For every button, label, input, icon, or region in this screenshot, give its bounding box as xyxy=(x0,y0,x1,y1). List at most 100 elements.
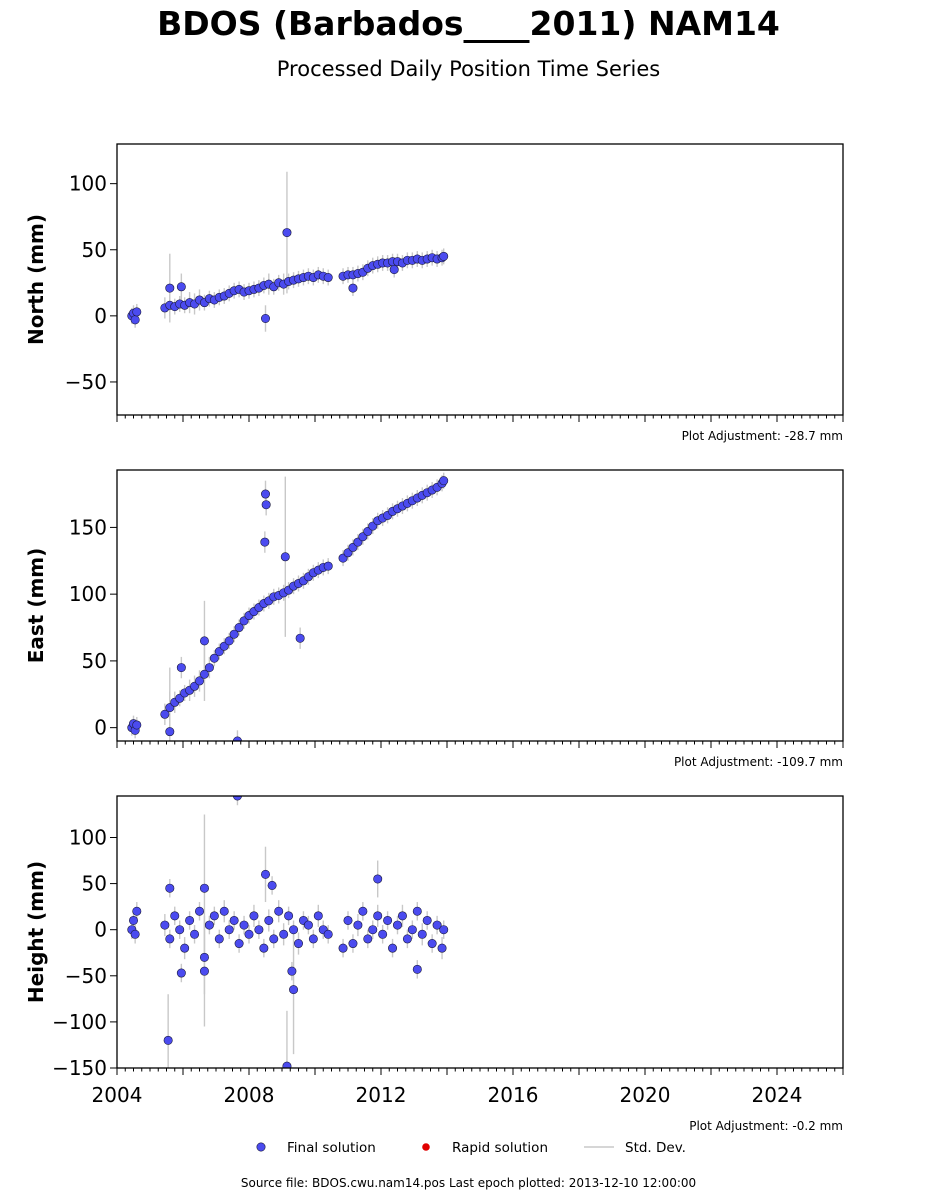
data-point xyxy=(195,676,205,686)
figure-subtitle: Processed Daily Position Time Series xyxy=(276,57,661,81)
data-point xyxy=(129,915,139,925)
data-point xyxy=(269,934,279,944)
data-point xyxy=(204,920,214,930)
data-point xyxy=(204,663,214,673)
data-point xyxy=(185,915,195,925)
data-point xyxy=(160,920,170,930)
data-point xyxy=(412,964,422,974)
data-point xyxy=(229,915,239,925)
data-point xyxy=(392,920,402,930)
data-point xyxy=(422,915,432,925)
data-point xyxy=(260,869,270,879)
data-point xyxy=(363,934,373,944)
data-point xyxy=(348,283,358,293)
plot-adjustment-label: Plot Adjustment: -109.7 mm xyxy=(674,755,843,769)
data-point xyxy=(389,265,399,275)
legend-final-label: Final solution xyxy=(287,1140,376,1156)
data-point xyxy=(249,911,259,921)
data-point xyxy=(199,669,209,679)
data-point xyxy=(407,925,417,935)
data-point xyxy=(432,920,442,930)
panel-1: 0 50 100 150 East (mm) Plot Adjustment: -109.… xyxy=(24,469,844,769)
legend-rapid-marker xyxy=(422,1143,430,1151)
y-tick-label: −150 xyxy=(52,1056,107,1080)
data-point xyxy=(209,653,219,663)
x-tick-label: 2008 xyxy=(224,1083,275,1107)
y-axis-label: East (mm) xyxy=(24,548,48,664)
y-tick-label: 50 xyxy=(82,649,107,673)
chart-panels: −50 0 50 100 North (mm) Plot Adjustment: -28.… xyxy=(24,143,844,1133)
data-point xyxy=(132,720,142,730)
data-point xyxy=(388,943,398,953)
data-point xyxy=(229,629,239,639)
data-point xyxy=(175,925,185,935)
data-point xyxy=(219,906,229,916)
data-point xyxy=(343,915,353,925)
data-point xyxy=(274,906,284,916)
data-point xyxy=(195,906,205,916)
data-point xyxy=(260,313,270,323)
data-point xyxy=(293,939,303,949)
data-point xyxy=(412,906,422,916)
panel-0: −50 0 50 100 North (mm) Plot Adjustment: -28.… xyxy=(24,143,844,443)
data-point xyxy=(199,636,209,646)
data-point xyxy=(132,307,142,317)
data-point xyxy=(261,500,271,510)
data-point xyxy=(358,906,368,916)
data-point xyxy=(289,985,299,995)
data-point xyxy=(199,952,209,962)
data-point xyxy=(260,537,270,547)
data-point xyxy=(338,943,348,953)
data-point xyxy=(170,911,180,921)
data-point xyxy=(199,883,209,893)
data-point xyxy=(284,911,294,921)
y-axis-label: North (mm) xyxy=(24,214,48,345)
plot-adjustment-label: Plot Adjustment: -0.2 mm xyxy=(689,1119,843,1133)
y-tick-label: −100 xyxy=(52,1010,107,1034)
data-point xyxy=(353,920,363,930)
data-point xyxy=(439,476,449,486)
data-point xyxy=(244,929,254,939)
y-axis-label: Height (mm) xyxy=(24,861,48,1003)
data-point xyxy=(427,939,437,949)
legend-rapid-label: Rapid solution xyxy=(452,1140,548,1156)
data-point xyxy=(176,968,186,978)
data-point xyxy=(439,925,449,935)
plot-adjustment-label: Plot Adjustment: -28.7 mm xyxy=(682,429,843,443)
y-tick-label: 100 xyxy=(69,172,107,196)
data-point xyxy=(397,911,407,921)
data-point xyxy=(280,552,290,562)
data-point xyxy=(373,874,383,884)
data-point xyxy=(190,929,200,939)
data-point xyxy=(199,966,209,976)
data-point xyxy=(260,489,270,499)
data-point xyxy=(279,929,289,939)
data-point xyxy=(282,228,292,238)
data-point xyxy=(165,283,175,293)
data-point xyxy=(282,1061,292,1068)
plot-area xyxy=(127,796,449,1068)
y-tick-label: −50 xyxy=(65,370,107,394)
source-footnote: Source file: BDOS.cwu.nam14.pos Last epo… xyxy=(240,1176,697,1190)
data-point xyxy=(368,925,378,935)
data-point xyxy=(348,939,358,949)
data-point xyxy=(234,623,244,633)
data-point xyxy=(295,633,305,643)
plot-area xyxy=(127,472,449,741)
data-point xyxy=(323,929,333,939)
data-point xyxy=(160,709,170,719)
data-point xyxy=(378,929,388,939)
axes-frame xyxy=(116,469,844,742)
panel-2: 2004 2008 2012 2016 2020 2024 −150 −100 −50 0 50 10… xyxy=(24,795,844,1133)
data-point xyxy=(259,943,269,953)
data-point xyxy=(132,906,142,916)
data-point xyxy=(303,920,313,930)
y-tick-label: −50 xyxy=(65,964,107,988)
x-tick-label: 2012 xyxy=(356,1083,407,1107)
y-tick-label: 150 xyxy=(69,515,107,539)
y-tick-label: 100 xyxy=(69,825,107,849)
data-point xyxy=(214,934,224,944)
data-point xyxy=(383,915,393,925)
data-point xyxy=(232,796,242,801)
